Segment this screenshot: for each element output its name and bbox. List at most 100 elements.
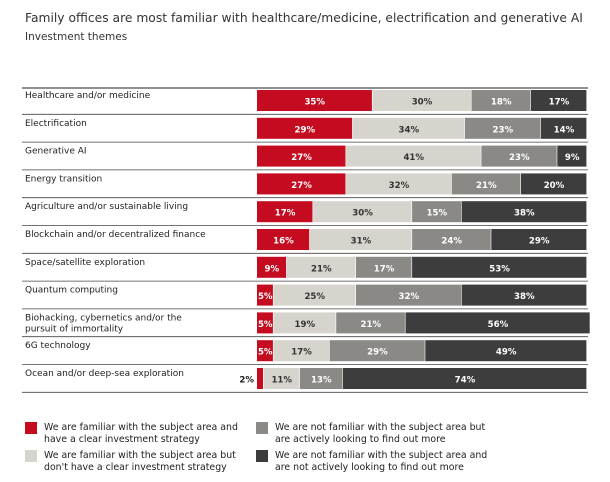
data-label: 9%: [265, 264, 280, 274]
category-label: Healthcare and/or medicine: [25, 91, 151, 101]
bar-segment: [309, 229, 412, 250]
legend-label-line: are actively looking to find out more: [275, 433, 446, 445]
data-label: 41%: [403, 153, 424, 163]
data-label: 17%: [374, 264, 395, 274]
category-label: Energy transition: [25, 174, 102, 184]
data-label: 24%: [441, 237, 462, 247]
legend-swatch-mid: [256, 422, 268, 434]
category-label: Electrification: [25, 119, 87, 129]
bar-segment: [471, 90, 531, 111]
data-label: 32%: [389, 181, 410, 191]
bar-segment: [273, 312, 336, 334]
bar-segment: [530, 90, 587, 111]
data-label: 29%: [529, 237, 550, 247]
bar-segment: [352, 117, 465, 139]
bar-segment: [464, 117, 541, 139]
data-label: 18%: [491, 98, 512, 108]
data-label: 16%: [273, 237, 294, 247]
data-label: 31%: [351, 237, 372, 247]
legend-label-line: We are not familiar with the subject are…: [275, 450, 488, 461]
bar-segment: [521, 173, 587, 195]
bar-segment: [342, 368, 587, 389]
bar-segment: [273, 284, 356, 306]
data-label: 30%: [412, 98, 433, 108]
bar-segment: [257, 117, 353, 139]
legend-label-line: We are not familiar with the subject are…: [275, 422, 486, 433]
category-label: Agriculture and/or sustainable living: [25, 202, 188, 212]
data-label: 13%: [311, 376, 332, 386]
data-label: 29%: [367, 348, 388, 358]
data-label: 32%: [399, 292, 420, 302]
bar-segment: [491, 229, 587, 250]
data-label: 35%: [304, 98, 325, 108]
category-label: Blockchain and/or decentralized finance: [25, 230, 206, 240]
legend-label-line: have a clear investment strategy: [44, 433, 200, 445]
data-label: 23%: [493, 125, 514, 135]
data-label: 30%: [352, 209, 373, 219]
data-label: 11%: [271, 376, 292, 386]
bar-segment: [356, 256, 412, 278]
bar-segment: [257, 145, 346, 167]
data-label: 29%: [295, 125, 316, 135]
data-label: 2%: [239, 376, 254, 386]
data-label: 49%: [496, 348, 517, 358]
stacked-bar-chart: Healthcare and/or medicine 35% 30% 18% 17% El…: [22, 87, 590, 393]
data-label: 21%: [361, 320, 382, 330]
data-label: 5%: [258, 292, 273, 302]
bar-segment: [346, 173, 452, 195]
data-label: 17%: [275, 209, 296, 219]
bar-segment: [451, 173, 521, 195]
data-label: 56%: [488, 320, 509, 330]
bar-segment: [356, 284, 461, 306]
bar-segment: [299, 368, 343, 389]
category-label: Space/satellite exploration: [25, 258, 145, 268]
bar-segment: [412, 229, 491, 250]
bar-segment: [257, 312, 273, 334]
legend-label-line: are not actively looking to find out mor…: [275, 461, 464, 473]
bar-segment: [257, 90, 372, 111]
bar-segment: [257, 201, 313, 223]
bar-segment: [425, 340, 587, 362]
bar-segment: [540, 117, 587, 139]
legend-label-line: We are familiar with the subject area bu…: [44, 450, 236, 461]
bar-segment: [336, 312, 405, 334]
bar-segment: [412, 201, 461, 223]
data-label: 23%: [509, 153, 530, 163]
legend-label-line: We are familiar with the subject area an…: [44, 422, 238, 433]
data-label: 27%: [291, 181, 312, 191]
data-label: 5%: [258, 320, 273, 330]
bar-segment: [481, 145, 557, 167]
category-label: Ocean and/or deep-sea exploration: [25, 369, 184, 379]
bar-segment: [313, 201, 412, 223]
data-label: 21%: [476, 181, 497, 191]
data-label: 74%: [455, 376, 476, 386]
category-label: Generative AI: [25, 147, 87, 157]
data-label: 20%: [544, 181, 565, 191]
bar-segment: [346, 145, 481, 167]
bar-segment: [405, 312, 590, 334]
data-label: 27%: [291, 153, 312, 163]
legend-label-line: don't have a clear investment strategy: [44, 461, 227, 473]
category-label: Biohacking, cybernetics and/or the: [25, 313, 182, 323]
data-label: 53%: [489, 264, 510, 274]
bar-segment: [461, 284, 587, 306]
legend-swatch-red: [25, 422, 37, 434]
bar-segment: [412, 256, 587, 278]
data-label: 25%: [304, 292, 325, 302]
category-label: Quantum computing: [25, 286, 118, 296]
bar-segment: [257, 256, 287, 278]
bar-segment: [273, 340, 329, 362]
data-label: 38%: [514, 209, 535, 219]
bar-segment: [557, 145, 587, 167]
bar-segment: [257, 340, 273, 362]
bar-segment: [257, 284, 273, 306]
category-label: pursuit of immortality: [25, 324, 124, 334]
data-label: 15%: [427, 209, 448, 219]
bar-segment: [263, 368, 300, 389]
data-label: 9%: [565, 153, 580, 163]
data-label: 34%: [399, 125, 420, 135]
data-label: 19%: [295, 320, 316, 330]
bar-segment: [329, 340, 425, 362]
data-label: 14%: [554, 125, 575, 135]
legend-swatch-dark: [256, 450, 268, 462]
